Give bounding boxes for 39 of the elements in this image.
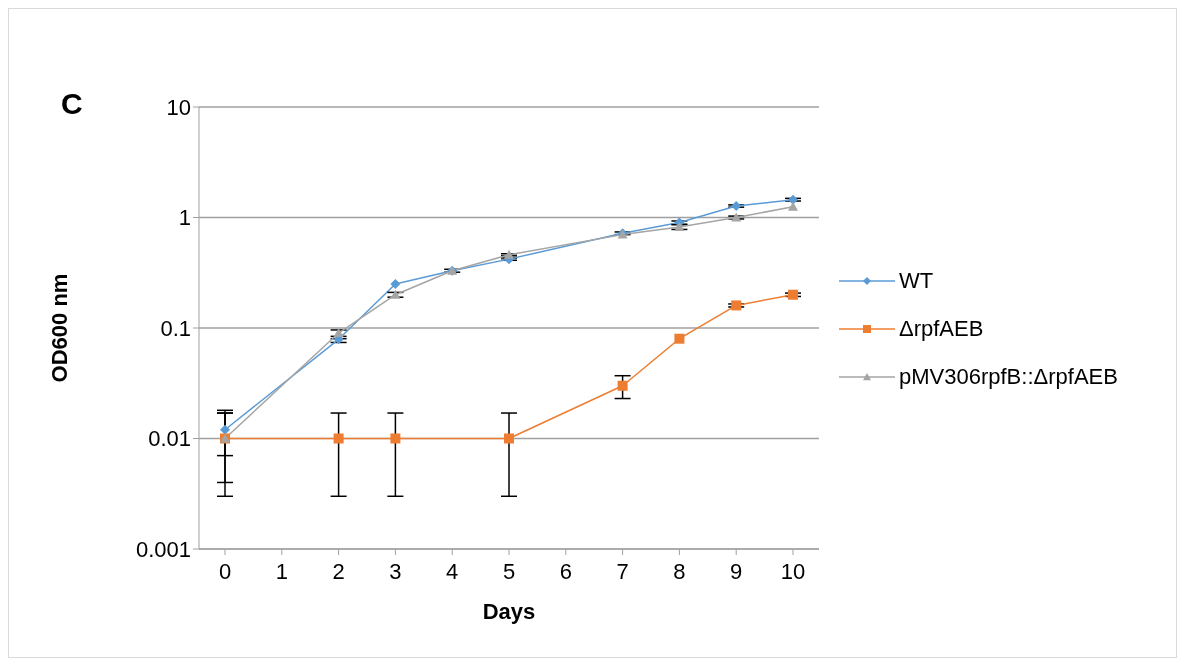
- point: [788, 194, 798, 205]
- point: [788, 289, 798, 300]
- x-tick-label: 9: [730, 558, 743, 584]
- point: [333, 433, 344, 444]
- x-tick-label: 0: [218, 558, 232, 584]
- legend-label: ΔrpfAEB: [899, 316, 984, 342]
- point: [390, 289, 401, 299]
- x-tick-label: 6: [559, 558, 572, 584]
- x-axis-title: Days: [482, 599, 536, 624]
- legend-label: pMV306rpfB::ΔrpfAEB: [899, 364, 1118, 390]
- x-tick-label: 5: [502, 558, 516, 584]
- point: [788, 201, 798, 211]
- x-tick-label: 8: [673, 558, 686, 584]
- y-tick-label: 1: [178, 205, 191, 231]
- x-tick-label: 4: [446, 558, 459, 584]
- point: [674, 333, 685, 344]
- point: [504, 249, 514, 259]
- y-axis-title: OD600 nm: [46, 273, 72, 383]
- point: [220, 424, 230, 435]
- y-tick-label: 0.1: [160, 315, 191, 341]
- y-tick-label: 10: [166, 94, 191, 120]
- x-tick-label: 7: [616, 558, 629, 584]
- chart-title: C: [61, 87, 83, 121]
- point: [731, 300, 742, 311]
- x-tick-label: 2: [332, 558, 345, 584]
- point: [504, 433, 514, 444]
- y-tick-label: 0.01: [148, 426, 191, 452]
- point: [333, 328, 344, 338]
- point: [731, 212, 742, 222]
- y-tick-label: 0.001: [135, 536, 191, 562]
- point: [390, 279, 401, 290]
- point: [731, 201, 742, 212]
- point: [617, 380, 628, 391]
- x-tick-label: 10: [780, 558, 806, 584]
- x-tick-label: 3: [389, 558, 402, 584]
- legend-label: WT: [899, 268, 934, 294]
- point: [390, 433, 401, 444]
- x-tick-label: 1: [275, 558, 288, 584]
- point: [674, 222, 685, 232]
